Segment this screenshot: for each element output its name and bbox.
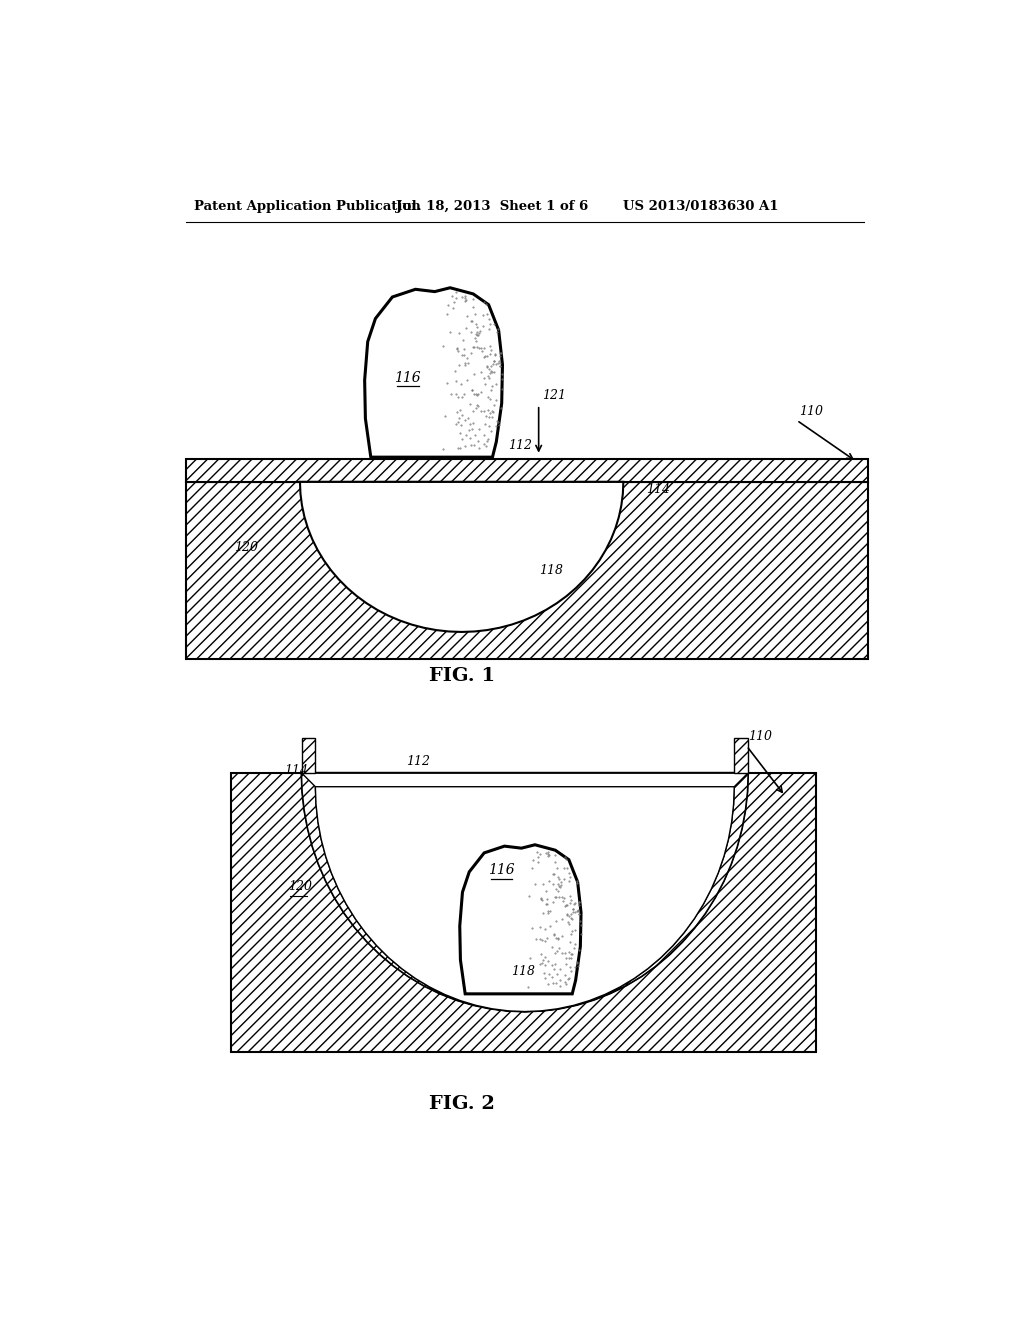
Text: 118: 118: [539, 564, 562, 577]
Polygon shape: [315, 787, 734, 1011]
Bar: [186, 459, 868, 482]
Text: Jul. 18, 2013  Sheet 1 of 6: Jul. 18, 2013 Sheet 1 of 6: [396, 199, 589, 213]
Polygon shape: [365, 288, 503, 457]
Bar: [186, 459, 868, 482]
Text: 114: 114: [646, 483, 671, 496]
Polygon shape: [460, 845, 581, 994]
Text: 120: 120: [289, 880, 312, 892]
Polygon shape: [301, 774, 749, 1011]
Text: 112: 112: [508, 440, 531, 453]
Text: 114: 114: [285, 764, 308, 777]
Bar: [230, 774, 816, 1052]
Bar: [186, 482, 868, 659]
Text: FIG. 1: FIG. 1: [429, 667, 495, 685]
Text: US 2013/0183630 A1: US 2013/0183630 A1: [624, 199, 779, 213]
Text: 112: 112: [407, 755, 430, 768]
Text: 116: 116: [488, 863, 515, 878]
Bar: [186, 482, 868, 659]
Text: 118: 118: [511, 965, 536, 978]
Bar: [230, 774, 816, 1052]
Polygon shape: [301, 738, 315, 774]
Text: 120: 120: [234, 541, 258, 554]
Text: 110: 110: [749, 730, 772, 743]
Polygon shape: [301, 774, 749, 1011]
Text: FIG. 2: FIG. 2: [429, 1096, 495, 1113]
Polygon shape: [300, 482, 624, 632]
Text: 116: 116: [394, 371, 421, 384]
Text: 121: 121: [543, 388, 566, 401]
Text: Patent Application Publication: Patent Application Publication: [194, 199, 421, 213]
Text: 110: 110: [799, 405, 823, 418]
Polygon shape: [734, 738, 749, 774]
